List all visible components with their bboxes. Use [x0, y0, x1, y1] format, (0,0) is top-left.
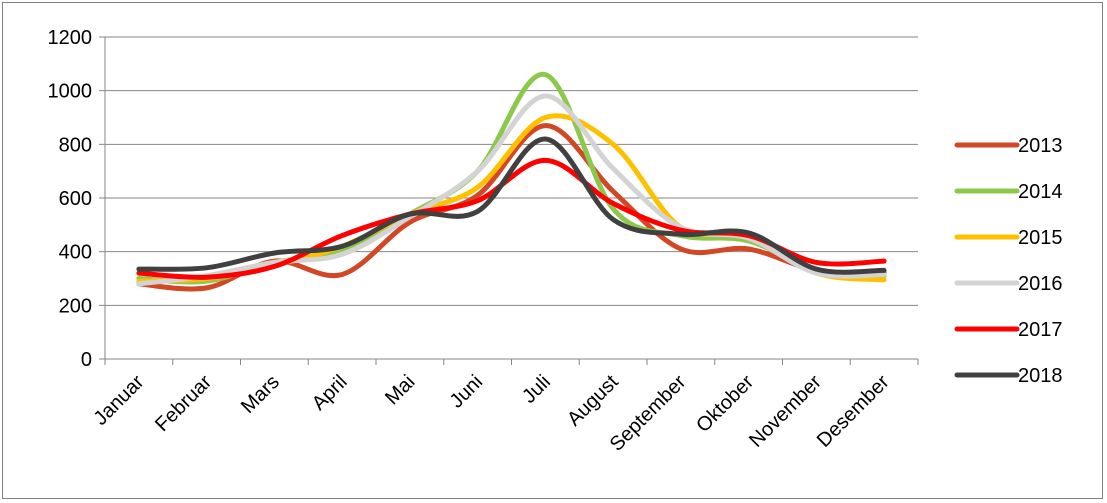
x-tick-label: Mai — [381, 371, 419, 409]
y-tick-label: 600 — [59, 188, 92, 210]
y-tick-label: 400 — [59, 242, 92, 264]
legend-label-2017: 2017 — [1018, 319, 1063, 341]
x-tick-label: Juni — [446, 371, 488, 413]
legend-label-2014: 2014 — [1018, 181, 1063, 203]
legend-label-2018: 2018 — [1018, 365, 1063, 387]
x-tick-label: Juli — [518, 371, 555, 408]
legend-label-2015: 2015 — [1018, 227, 1063, 249]
legend: 2013 2014 2015 2016 2017 2018 — [954, 135, 1063, 387]
x-tick-label: Oktober — [692, 371, 758, 437]
x-tick-label: August — [563, 371, 623, 431]
y-tick-label: 1000 — [48, 81, 93, 103]
series-line-2016 — [136, 93, 887, 287]
y-tick-label: 0 — [81, 349, 92, 371]
x-tick-label: Februar — [151, 371, 216, 436]
x-tick-label: Desember — [813, 371, 894, 452]
legend-label-2016: 2016 — [1018, 273, 1063, 295]
x-tick-label: Januar — [90, 371, 149, 430]
y-tick-label: 1200 — [48, 27, 93, 49]
y-tick-label: 200 — [59, 295, 92, 317]
x-tick-label: November — [745, 371, 826, 452]
legend-label-2013: 2013 — [1018, 135, 1063, 157]
x-tick-label: Mars — [237, 371, 284, 418]
axes: 0 200 400 600 800 1000 1200 Januar Februar Mars Ap… — [48, 27, 919, 456]
series-lines — [136, 72, 887, 292]
x-tick-label: April — [308, 371, 352, 415]
series-line-2018 — [136, 136, 887, 275]
y-tick-label: 800 — [59, 134, 92, 156]
